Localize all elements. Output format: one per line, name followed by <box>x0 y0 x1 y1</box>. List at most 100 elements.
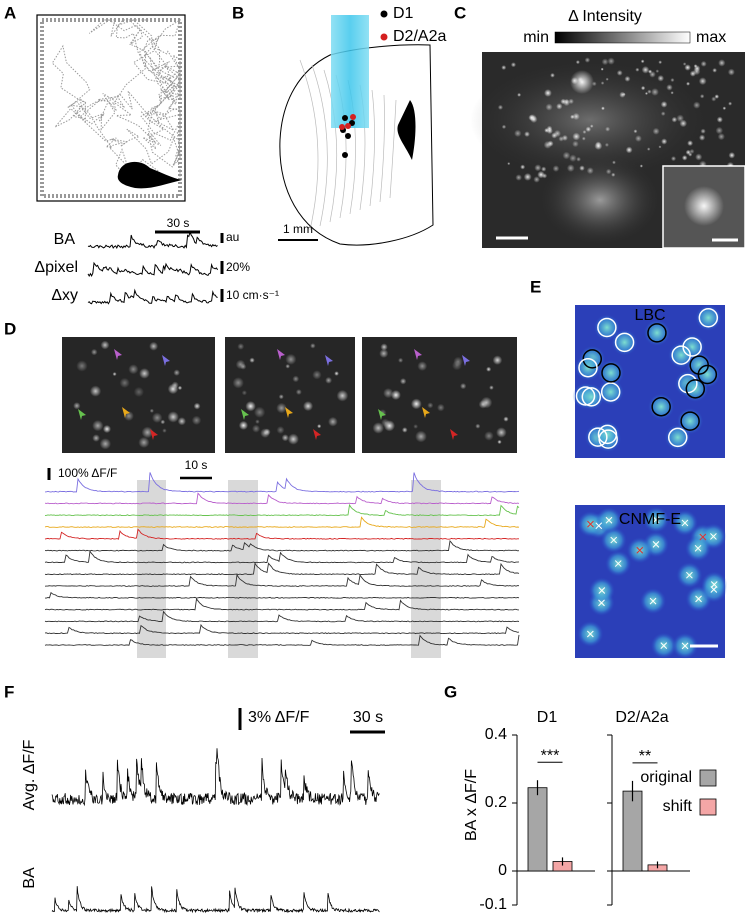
arrowhead <box>285 407 293 418</box>
cell <box>558 136 564 142</box>
cell <box>89 385 102 397</box>
cell <box>600 81 605 85</box>
panel-label: D <box>4 319 16 338</box>
cell <box>693 101 701 109</box>
arrowhead <box>114 349 122 360</box>
significance: *** <box>541 747 560 764</box>
cell <box>682 62 687 66</box>
axis-label: BA <box>21 867 38 889</box>
cell <box>681 155 688 161</box>
cell <box>569 154 577 162</box>
legend-label: D2/A2a <box>393 28 446 45</box>
cell <box>380 343 388 351</box>
cell <box>562 151 571 160</box>
cell <box>310 343 316 349</box>
axis-label: Avg. ΔF/F <box>21 739 38 810</box>
cell <box>579 165 585 171</box>
scale-label: 100% ΔF/F <box>58 466 117 480</box>
cell <box>517 92 522 97</box>
detection <box>710 533 717 540</box>
cell <box>698 134 706 141</box>
cell <box>718 59 726 67</box>
cell <box>191 415 202 426</box>
legend-swatch <box>699 798 717 816</box>
detection <box>698 307 719 328</box>
cell <box>501 65 507 71</box>
brain-region <box>299 59 319 231</box>
calcium-trace <box>44 528 519 540</box>
cell <box>255 419 260 424</box>
bar <box>622 790 643 872</box>
cell <box>149 341 159 351</box>
cell <box>715 126 724 135</box>
brain-region <box>323 69 338 223</box>
cell <box>584 57 591 63</box>
arrowhead <box>462 355 470 366</box>
cell <box>138 436 150 449</box>
detection <box>600 382 621 402</box>
cell <box>437 403 445 412</box>
cell <box>600 67 604 71</box>
cell <box>727 68 735 76</box>
cell <box>317 424 322 429</box>
cell <box>633 129 638 134</box>
cell <box>328 416 338 427</box>
detection <box>652 516 660 524</box>
y-tick-label: -0.1 <box>479 896 507 913</box>
cell <box>336 389 349 402</box>
cell <box>253 406 266 418</box>
colorbar-title: Δ Intensity <box>568 8 642 25</box>
cell <box>607 57 615 65</box>
cell <box>496 427 507 438</box>
cell <box>475 423 481 429</box>
cell <box>410 398 422 410</box>
cell <box>232 377 244 389</box>
cell <box>698 77 707 86</box>
mouse <box>117 161 182 189</box>
cell <box>546 127 553 135</box>
cell <box>524 131 530 138</box>
cell <box>334 371 339 376</box>
panel-label: B <box>232 3 244 22</box>
cell <box>379 348 389 359</box>
cell <box>278 394 284 400</box>
cell <box>552 165 560 172</box>
cell <box>572 140 579 148</box>
calcium-trace <box>44 597 520 611</box>
arrowhead <box>150 429 158 440</box>
scale-label: 10 s <box>185 458 208 472</box>
cell <box>177 417 186 426</box>
cell <box>119 377 130 388</box>
scale-label: 3% ΔF/F <box>248 709 310 726</box>
behavior-trace <box>87 230 218 249</box>
cell <box>716 116 723 123</box>
cell <box>372 422 385 434</box>
cell <box>661 138 668 145</box>
highlight <box>411 480 441 658</box>
detection <box>681 642 689 650</box>
scale-label: 20% <box>226 260 250 274</box>
site-d1 <box>342 115 348 121</box>
cell <box>162 428 167 433</box>
ba-trace <box>51 886 380 914</box>
y-tick-label: 0.2 <box>485 794 507 811</box>
cell <box>670 91 674 95</box>
cell <box>160 419 166 425</box>
cell <box>492 355 503 365</box>
cell <box>657 74 665 82</box>
detection <box>660 642 668 649</box>
cell <box>572 132 581 141</box>
detection <box>671 345 691 365</box>
detection <box>636 546 644 554</box>
cell <box>276 426 285 434</box>
legend-dot <box>380 10 388 18</box>
cell <box>585 126 592 133</box>
layer: -0.1 0 0.2 0.4 D1 *** D2/A2a ** original shift <box>36 10 746 914</box>
brain-region <box>311 64 328 227</box>
cell <box>611 172 616 177</box>
cell <box>534 164 542 172</box>
ventricle <box>397 100 416 160</box>
cell <box>658 60 663 65</box>
cell <box>687 140 694 147</box>
cell <box>100 340 110 350</box>
